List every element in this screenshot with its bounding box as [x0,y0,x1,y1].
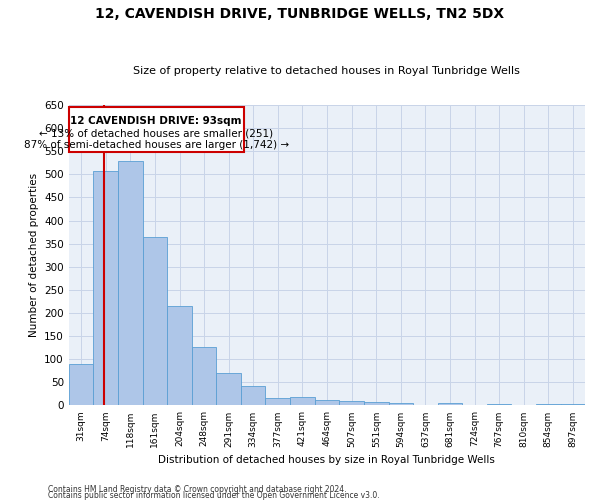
Bar [118,160,143,406]
Text: Contains HM Land Registry data © Crown copyright and database right 2024.: Contains HM Land Registry data © Crown c… [48,484,347,494]
Bar [265,398,290,406]
Text: 12, CAVENDISH DRIVE, TUNBRIDGE WELLS, TN2 5DX: 12, CAVENDISH DRIVE, TUNBRIDGE WELLS, TN… [95,8,505,22]
X-axis label: Distribution of detached houses by size in Royal Tunbridge Wells: Distribution of detached houses by size … [158,455,496,465]
Bar [290,396,314,406]
Bar [69,364,93,406]
Bar [536,404,560,406]
Bar [339,401,364,406]
Text: ← 13% of detached houses are smaller (251): ← 13% of detached houses are smaller (25… [39,129,274,139]
Bar [143,237,167,406]
Bar [69,108,244,152]
Bar [93,171,118,406]
Text: 87% of semi-detached houses are larger (1,742) →: 87% of semi-detached houses are larger (… [23,140,289,150]
Bar [217,373,241,406]
Y-axis label: Number of detached properties: Number of detached properties [29,173,38,338]
Bar [314,400,339,406]
Text: Contains public sector information licensed under the Open Government Licence v3: Contains public sector information licen… [48,490,380,500]
Text: 12 CAVENDISH DRIVE: 93sqm: 12 CAVENDISH DRIVE: 93sqm [70,116,242,126]
Bar [167,306,192,406]
Bar [560,404,585,406]
Bar [192,346,217,406]
Bar [389,403,413,406]
Bar [241,386,265,406]
Bar [487,404,511,406]
Title: Size of property relative to detached houses in Royal Tunbridge Wells: Size of property relative to detached ho… [133,66,520,76]
Bar [364,402,389,406]
Bar [438,403,463,406]
